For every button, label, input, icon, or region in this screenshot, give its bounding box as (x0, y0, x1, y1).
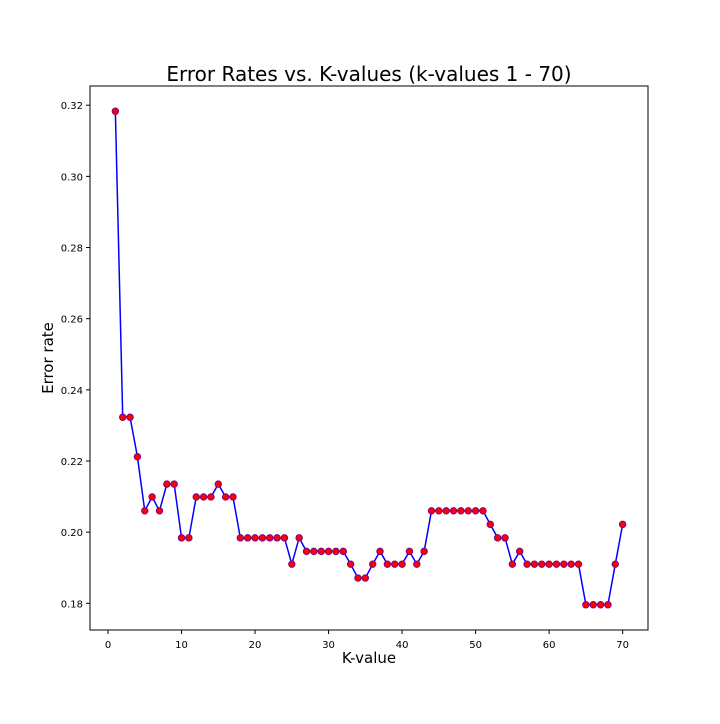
chart-title: Error Rates vs. K-values (k-values 1 - 7… (166, 62, 571, 86)
plot-area (89, 85, 649, 631)
data-point (295, 534, 303, 542)
data-point (221, 493, 230, 501)
data-point (251, 534, 259, 542)
y-axis-label: Error rate (39, 322, 57, 394)
y-axis: 0.18 0.20 0.22 0.24 0.26 0.28 0.30 0.32 (61, 101, 90, 610)
data-point (442, 507, 450, 515)
y-tick-label: 0.18 (61, 599, 83, 610)
x-tick-label: 10 (175, 640, 188, 651)
data-point (288, 560, 296, 568)
data-point (405, 547, 414, 556)
data-point (141, 507, 149, 515)
data-point (324, 547, 333, 556)
data-point (199, 493, 208, 501)
x-tick-label: 30 (322, 640, 335, 651)
data-point (457, 507, 465, 515)
data-point (471, 507, 480, 515)
data-point (332, 547, 340, 556)
x-tick-label: 40 (396, 640, 409, 651)
data-point (192, 493, 200, 501)
data-point (391, 560, 399, 568)
data-point (302, 547, 311, 556)
data-point (508, 560, 517, 568)
data-point (148, 493, 156, 501)
x-tick-label: 20 (249, 640, 262, 651)
data-point (383, 560, 392, 568)
data-point (273, 534, 281, 542)
data-point (339, 547, 347, 556)
data-point (501, 534, 509, 542)
data-point (516, 547, 524, 556)
data-point (479, 507, 487, 515)
data-point (582, 601, 590, 609)
data-point (552, 560, 561, 568)
data-point (398, 560, 406, 568)
x-axis: 0 10 20 30 40 50 60 70 (105, 630, 629, 651)
data-point (354, 574, 362, 582)
data-point (244, 534, 252, 542)
data-point (376, 547, 384, 556)
x-tick-label: 60 (543, 640, 556, 651)
data-point (560, 560, 568, 568)
data-point (266, 534, 274, 542)
data-point (604, 601, 612, 609)
y-tick-label: 0.20 (61, 528, 83, 539)
data-point (163, 480, 171, 488)
y-tick-label: 0.32 (61, 101, 83, 112)
data-point (317, 547, 325, 556)
data-point (523, 560, 531, 568)
data-point (493, 534, 502, 542)
y-tick-label: 0.24 (61, 386, 83, 397)
data-point (207, 493, 215, 501)
data-point (596, 601, 605, 609)
x-tick-label: 0 (105, 640, 111, 651)
data-point (280, 534, 289, 542)
data-point (346, 560, 355, 568)
data-point (618, 520, 627, 529)
data-point (589, 601, 597, 609)
data-point (111, 107, 120, 115)
data-point (611, 560, 619, 568)
data-point (214, 480, 222, 488)
data-point (310, 547, 318, 556)
data-point (258, 534, 267, 542)
data-point (119, 413, 127, 421)
data-point (155, 507, 164, 515)
y-tick-label: 0.28 (61, 244, 83, 255)
data-point (229, 493, 237, 501)
data-point (236, 534, 245, 542)
data-point (538, 560, 546, 568)
data-point (177, 534, 186, 542)
x-axis-label: K-value (342, 649, 396, 667)
data-point (427, 507, 436, 515)
data-point (361, 574, 370, 582)
data-point (170, 480, 178, 488)
data-point (567, 560, 575, 568)
data-point (185, 534, 193, 542)
data-point (530, 560, 539, 568)
data-point (126, 413, 134, 421)
data-point (574, 560, 583, 568)
x-tick-label: 50 (469, 640, 482, 651)
data-point (413, 560, 421, 568)
data-point (449, 507, 458, 515)
y-tick-label: 0.30 (61, 172, 83, 183)
data-point (435, 507, 443, 515)
x-tick-label: 70 (616, 640, 629, 651)
data-point (368, 560, 377, 568)
data-point (133, 453, 142, 461)
data-point (464, 507, 472, 515)
data-point (420, 547, 428, 556)
y-tick-label: 0.22 (61, 457, 83, 468)
data-markers (111, 107, 627, 609)
data-point (486, 520, 494, 529)
data-point (545, 560, 553, 568)
y-tick-label: 0.26 (61, 315, 83, 326)
